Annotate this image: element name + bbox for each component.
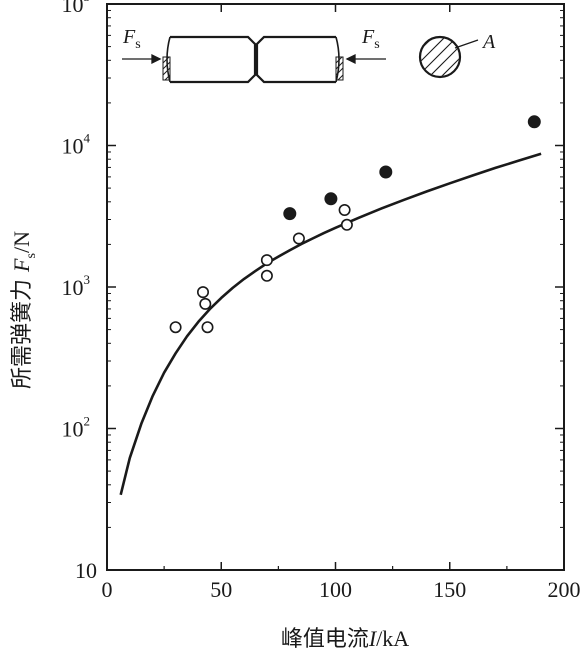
x-tick-label: 150: [433, 577, 466, 602]
area-label: A: [481, 31, 496, 53]
rod-left: [166, 35, 257, 84]
force-arrow-right: [345, 53, 386, 65]
filled-data-point: [379, 165, 393, 179]
force-arrow-left: [122, 53, 162, 65]
x-tick-label: 0: [102, 577, 113, 602]
contact-hatch-left: [162, 56, 171, 81]
y-tick-label: 10: [75, 558, 97, 583]
open-data-point: [260, 269, 273, 282]
force-label-left: Fs: [122, 26, 141, 52]
x-tick-label: 50: [210, 577, 232, 602]
contact-hatch-right: [335, 56, 344, 81]
cross-section-circle: [418, 35, 479, 79]
data-points-layer: [169, 115, 541, 334]
filled-data-point: [283, 207, 297, 221]
plot-border: [106, 3, 565, 571]
x-axis-title: 峰值电流I/kA: [281, 626, 409, 652]
rod-right: [255, 35, 340, 84]
fit-curve-layer: [119, 152, 542, 496]
filled-data-point: [324, 192, 338, 206]
inset-diagram: [122, 35, 479, 84]
y-axis-title: 所需弹簧力 Fs/N: [9, 231, 39, 389]
x-axis-ticks: 0 50 100 150 200: [102, 4, 581, 602]
y-tick-label: 103: [62, 272, 91, 300]
open-data-point: [260, 254, 273, 267]
open-data-point: [292, 232, 305, 245]
open-data-point: [201, 321, 214, 334]
fit-curve: [119, 152, 542, 496]
x-tick-label: 200: [548, 577, 581, 602]
filled-data-point: [527, 115, 541, 129]
open-data-point: [197, 286, 210, 299]
plot-frame: [106, 3, 565, 571]
open-data-point: [199, 297, 212, 310]
open-data-point: [338, 204, 351, 217]
y-axis-ticks: 10 102 103 104 105: [62, 0, 564, 583]
y-tick-label: 105: [62, 0, 91, 17]
y-tick-label: 102: [62, 414, 91, 442]
force-label-right: Fs: [361, 26, 380, 52]
x-tick-label: 100: [319, 577, 352, 602]
open-data-point: [340, 218, 353, 231]
open-data-point: [169, 321, 182, 334]
y-tick-label: 104: [62, 131, 91, 159]
